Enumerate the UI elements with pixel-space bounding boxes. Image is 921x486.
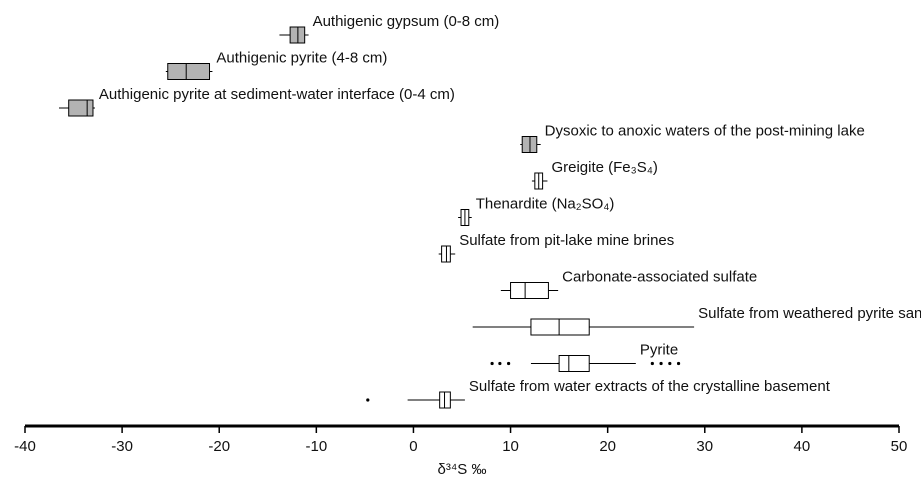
series-label: Greigite (Fe₃S₄)	[551, 159, 657, 176]
series-label: Pyrite	[640, 341, 678, 358]
series-label: Carbonate-associated sulfate	[562, 268, 757, 285]
x-tick-label: -40	[14, 438, 36, 455]
outlier	[659, 361, 663, 366]
box	[68, 99, 94, 117]
series-label: Sulfate from water extracts of the cryst…	[469, 378, 831, 395]
box	[167, 63, 211, 80]
x-tick-label: 10	[502, 438, 519, 455]
x-tick-label: 50	[891, 438, 908, 455]
series-label: Dysoxic to anoxic waters of the post-min…	[545, 122, 865, 139]
x-axis-title: δ³⁴S ‰	[438, 461, 487, 478]
outlier	[366, 398, 370, 402]
x-tick-label: 30	[696, 438, 713, 455]
box	[510, 282, 549, 299]
x-tick-label: 40	[794, 438, 811, 455]
series-label: Authigenic pyrite at sediment-water inte…	[99, 86, 455, 103]
series-label: Sulfate from weathered pyrite sand	[698, 305, 921, 322]
series-label: Authigenic gypsum (0-8 cm)	[313, 13, 500, 30]
outlier	[668, 361, 672, 366]
series-label: Sulfate from pit-lake mine brines	[459, 232, 674, 249]
x-tick-label: 0	[409, 438, 417, 455]
outlier	[676, 361, 681, 366]
outlier	[490, 361, 494, 366]
x-tick-label: 20	[599, 438, 616, 455]
box	[530, 318, 590, 336]
x-tick-label: -20	[208, 438, 230, 455]
box	[558, 355, 590, 372]
x-tick-label: -30	[111, 438, 133, 455]
outlier	[650, 361, 654, 366]
outlier	[507, 361, 511, 366]
outlier	[498, 361, 502, 366]
series-label: Thenardite (Na₂SO₄)	[476, 195, 615, 212]
series-label: Authigenic pyrite (4-8 cm)	[216, 49, 387, 66]
x-tick-label: -10	[305, 438, 327, 455]
